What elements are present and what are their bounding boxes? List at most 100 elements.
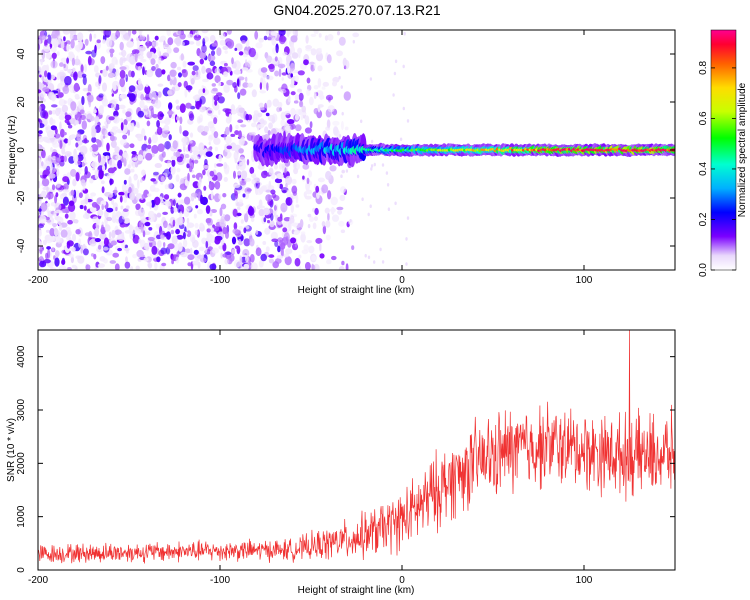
spectrogram-noise-cell [219, 39, 226, 46]
spectrogram-noise-cell [195, 205, 199, 209]
spectrogram-noise-cell [332, 120, 340, 126]
spectrogram-noise-cell [373, 260, 376, 264]
spectrogram-noise-cell [95, 81, 99, 88]
spectrogram-noise-cell [201, 65, 206, 74]
spectrogram-noise-cell [165, 246, 171, 255]
spectrogram-noise-cell [40, 34, 47, 40]
spectrogram-noise-cell [281, 163, 286, 169]
spectrogram-noise-cell [146, 99, 153, 104]
spectrogram-noise-cell [146, 201, 152, 207]
spectrogram-noise-cell [245, 69, 253, 73]
spectrogram-noise-cell [143, 257, 149, 262]
spectrogram-noise-cell [291, 178, 297, 185]
spectrogram-noise-cell [202, 78, 209, 83]
spectrogram-noise-cell [150, 107, 155, 118]
spectrogram-noise-cell [224, 214, 231, 222]
spectrogram-noise-cell [263, 35, 268, 41]
spectrogram-noise-cell [262, 72, 268, 78]
spectrogram-noise-cell [70, 39, 75, 49]
spectrogram-noise-cell [258, 123, 264, 129]
spectrogram-noise-cell [106, 37, 113, 48]
spectrogram-noise-cell [128, 93, 136, 102]
spectrogram-noise-cell [194, 156, 200, 160]
spectrogram-noise-cell [232, 82, 238, 88]
spectrogram-noise-cell [191, 70, 196, 76]
spectrogram-noise-cell [99, 232, 107, 240]
spectrogram-x-tick-label: -100 [210, 275, 230, 286]
spectrogram-noise-cell [313, 93, 317, 99]
spectrogram-noise-cell [136, 249, 144, 258]
spectrogram-noise-cell [245, 113, 249, 121]
spectrogram-noise-cell [282, 51, 288, 56]
spectrogram-noise-cell [146, 42, 150, 49]
spectrogram-noise-cell [61, 104, 69, 113]
snr-x-tick-label: -100 [210, 575, 230, 586]
spectrogram-noise-cell [62, 196, 69, 206]
spectrogram-noise-cell [356, 174, 360, 179]
spectrogram-noise-cell [290, 125, 294, 130]
spectrogram-noise-cell [42, 239, 47, 246]
spectrogram-noise-cell [50, 60, 58, 69]
spectrogram-x-label: Height of straight line (km) [298, 285, 415, 296]
spectrogram-noise-cell [111, 93, 115, 97]
spectrogram-noise-cell [199, 106, 206, 113]
spectrogram-noise-cell [295, 194, 299, 204]
spectrogram-noise-cell [345, 169, 349, 173]
spectrogram-noise-cell [70, 256, 74, 264]
spectrogram-noise-cell [233, 170, 236, 179]
spectrogram-noise-cell [402, 106, 405, 111]
spectrogram-noise-cell [97, 209, 104, 217]
spectrogram-noise-cell [54, 128, 58, 135]
spectrogram-noise-cell [109, 260, 117, 264]
spectrogram-noise-cell [140, 50, 144, 57]
spectrogram-noise-cell [242, 50, 249, 58]
spectrogram-noise-cell [190, 78, 195, 85]
spectrogram-noise-cell [309, 61, 315, 65]
spectrogram-noise-cell [117, 247, 122, 252]
spectrogram-noise-cell [177, 30, 184, 35]
spectrogram-noise-cell [104, 30, 111, 38]
spectrogram-noise-cell [128, 176, 132, 186]
spectrogram-noise-cell [98, 93, 104, 98]
spectrogram-noise-cell [179, 211, 183, 219]
spectrogram-noise-cell [312, 264, 316, 270]
spectrogram-noise-cell [277, 255, 284, 259]
spectrogram-noise-cell [82, 87, 90, 92]
spectrogram-noise-cell [297, 70, 305, 76]
spectrogram-noise-cell [211, 247, 219, 254]
spectrogram-noise-cell [125, 256, 128, 264]
spectrogram-noise-cell [107, 72, 115, 78]
spectrogram-noise-cell [338, 36, 346, 46]
spectrogram-noise-cell [258, 259, 264, 268]
spectrogram-noise-cell [57, 83, 63, 90]
spectrogram-noise-cell [124, 168, 131, 175]
spectrogram-noise-cell [192, 174, 196, 179]
spectrogram-noise-cell [290, 62, 295, 71]
spectrogram-noise-cell [186, 217, 190, 224]
spectrogram-noise-cell [63, 138, 69, 144]
colorbar-tick-label: 0.0 [698, 263, 709, 277]
spectrogram-noise-cell [139, 100, 145, 109]
spectrogram-noise-cell [54, 257, 60, 267]
spectrogram-noise-cell [160, 175, 165, 182]
snr-x-label: Height of straight line (km) [298, 585, 415, 596]
spectrogram-noise-cell [38, 234, 41, 242]
spectrogram-noise-cell [229, 124, 233, 133]
spectrogram-noise-cell [114, 263, 120, 270]
spectrogram-noise-cell [187, 61, 195, 66]
spectrogram-noise-cell [105, 155, 110, 160]
spectrogram-noise-cell [341, 169, 346, 174]
spectrogram-noise-cell [185, 248, 191, 254]
snr-y-tick-label: 3000 [16, 398, 27, 421]
spectrogram-noise-cell [220, 216, 225, 225]
spectrogram-noise-cell [67, 137, 72, 146]
spectrogram-y-ticks: -40 -20 0 20 40 [16, 48, 675, 253]
spectrogram-noise-cell [82, 248, 89, 256]
spectrogram-noise-cell [148, 241, 153, 248]
spectrogram-noise-cell [101, 224, 104, 231]
spectrogram-noise-cell [233, 222, 238, 230]
spectrogram-noise-cell [119, 66, 127, 71]
spectrogram-noise-cell [95, 221, 100, 229]
spectrogram-noise-cell [202, 37, 206, 47]
spectrogram-noise-cell [270, 30, 276, 36]
